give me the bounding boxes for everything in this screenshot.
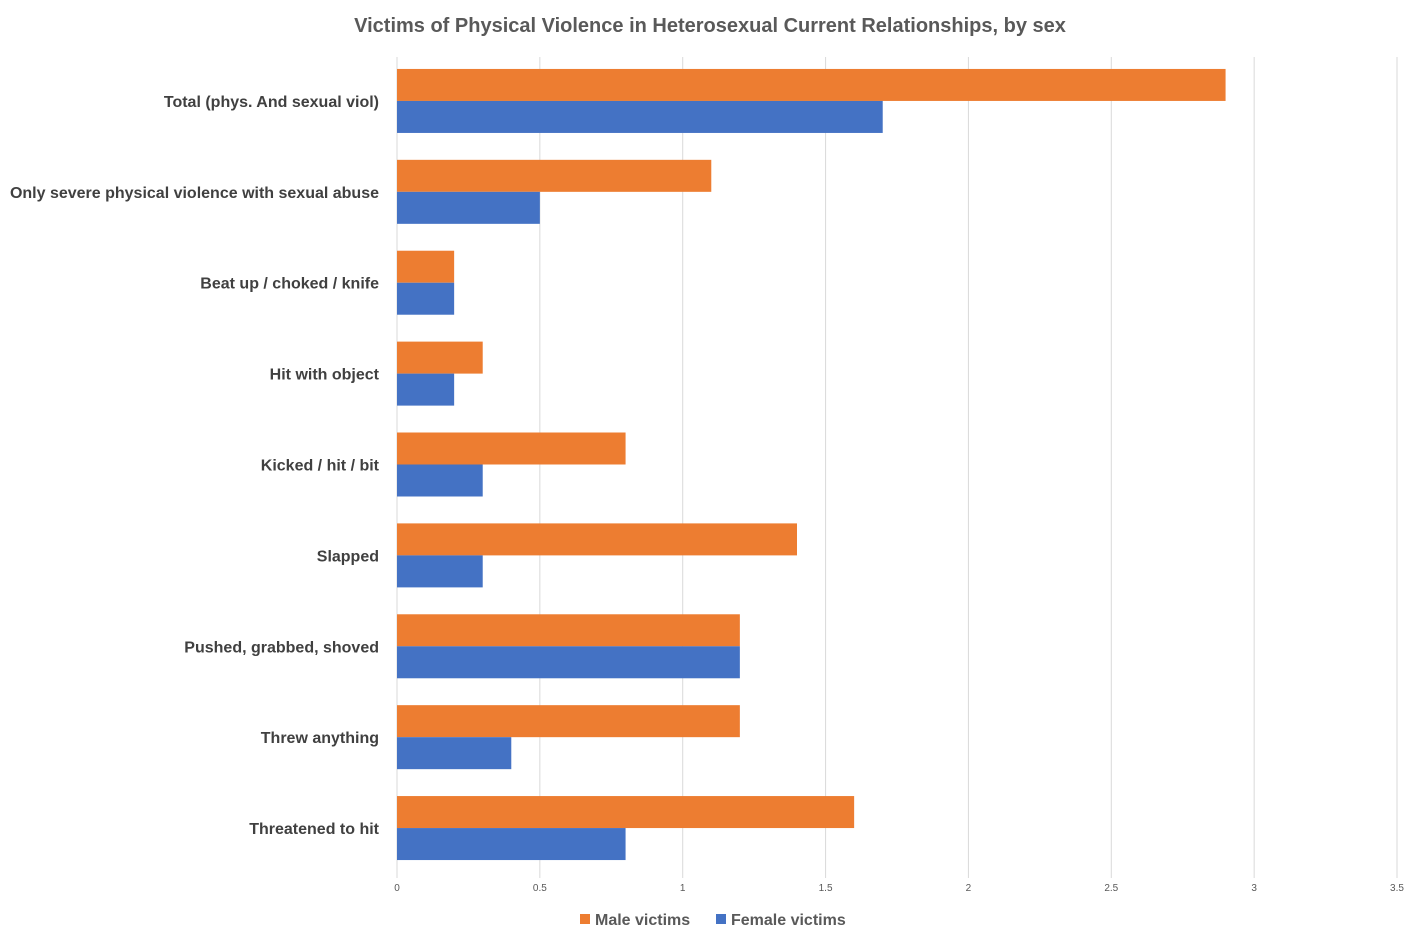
female-victims-bar (397, 464, 483, 497)
male-victims-bar (397, 68, 1226, 101)
x-tick-label: 3 (1251, 883, 1257, 894)
category-label: Pushed, grabbed, shoved (184, 639, 379, 656)
chart-title: Victims of Physical Violence in Heterose… (354, 15, 1066, 37)
x-tick-label: 3.5 (1390, 883, 1404, 894)
female-victims-bar (397, 282, 455, 315)
female-victims-bar (397, 646, 740, 679)
male-victims-bar (397, 614, 740, 647)
category-label: Threw anything (261, 730, 379, 747)
x-tick-label: 1.5 (819, 883, 833, 894)
legend-swatch (580, 914, 590, 924)
male-victims-bar (397, 705, 740, 738)
category-label: Slapped (317, 548, 379, 565)
male-victims-bar (397, 523, 797, 556)
female-victims-bar (397, 555, 483, 588)
legend-swatch (716, 914, 726, 924)
female-victims-bar (397, 373, 455, 406)
male-victims-bar (397, 341, 483, 374)
female-victims-bar (397, 828, 626, 861)
x-tick-label: 2 (966, 883, 972, 894)
x-tick-label: 0.5 (533, 883, 547, 894)
male-victims-bar (397, 250, 455, 283)
legend: Male victims Female victims (580, 912, 846, 929)
category-label: Hit with object (270, 367, 380, 384)
female-victims-bar (397, 737, 512, 770)
male-victims-bar (397, 796, 855, 829)
x-tick-label: 0 (394, 883, 400, 894)
female-victims-bar (397, 100, 883, 133)
legend-label: Female victims (731, 912, 846, 929)
legend-label: Male victims (595, 912, 690, 929)
female-victims-bar (397, 191, 540, 224)
male-victims-bar (397, 159, 712, 192)
category-label: Total (phys. And sexual viol) (164, 94, 379, 111)
category-label: Kicked / hit / bit (261, 458, 380, 475)
male-victims-bar (397, 432, 626, 465)
x-tick-label: 1 (680, 883, 686, 894)
category-label: Beat up / choked / knife (200, 276, 379, 293)
x-tick-label: 2.5 (1104, 883, 1118, 894)
category-label: Only severe physical violence with sexua… (10, 185, 379, 202)
category-label: Threatened to hit (249, 821, 379, 838)
